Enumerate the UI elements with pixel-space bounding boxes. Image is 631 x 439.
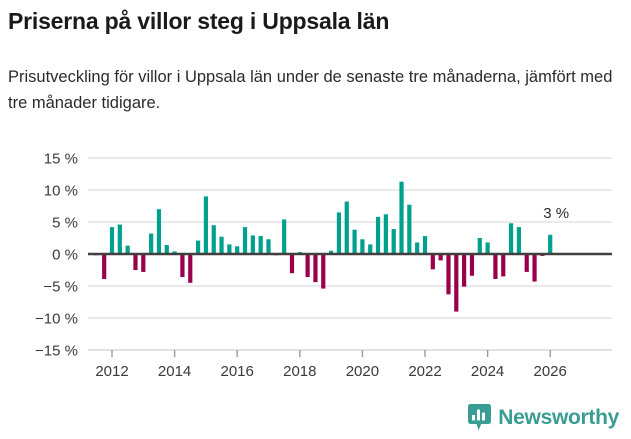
bar	[305, 254, 310, 278]
page-subtitle: Prisutveckling för villor i Uppsala län …	[8, 68, 613, 112]
bar	[422, 236, 428, 254]
x-axis-tick-label: 2026	[534, 363, 567, 380]
y-axis-tick-label: 15 %	[44, 151, 78, 168]
page-title: Priserna på villor steg i Uppsala län	[8, 8, 390, 34]
bar	[289, 254, 295, 274]
bar	[352, 229, 357, 254]
bar-chart-speech-bubble-icon	[468, 404, 492, 431]
bar	[227, 244, 232, 254]
x-axis-tick-label: 2022	[408, 363, 441, 380]
bar	[415, 242, 420, 254]
bar	[117, 224, 122, 254]
bar	[493, 254, 498, 279]
chart-x-axis: 2012 2014 2016 2018 2020 2022 2024 2026	[88, 349, 612, 380]
newsworthy-wordmark: Newsworthy	[498, 405, 619, 429]
bar	[336, 212, 342, 254]
bar	[383, 214, 388, 254]
bar-chart: 15 % 10 % 5 % 0 % −5 % −10 % −15 % 2012 2014 201…	[0, 140, 631, 400]
bar	[180, 254, 185, 278]
chart-last-value-annotation: 3 %	[543, 205, 569, 222]
bar	[501, 254, 506, 277]
last-value-label: 3 %	[543, 205, 569, 222]
x-axis-tick-label: 2014	[158, 363, 191, 380]
bar	[344, 201, 349, 254]
bar	[149, 233, 154, 254]
bar	[141, 254, 146, 272]
bar	[164, 245, 169, 254]
bar	[407, 204, 412, 254]
bar	[446, 254, 451, 295]
chart-y-axis-labels: 15 % 10 % 5 % 0 % −5 % −10 % −15 %	[35, 151, 78, 360]
bar	[188, 254, 193, 283]
bar	[203, 196, 208, 254]
bar	[321, 254, 326, 289]
bar	[219, 236, 224, 254]
x-axis-tick-label: 2016	[221, 363, 254, 380]
chart-svg: 15 %10 %5 %0 %−5 %−10 %−15 % 2012 2014 201…	[35, 151, 612, 380]
bar	[156, 209, 162, 254]
x-axis-tick-label: 2020	[346, 363, 379, 380]
bar	[430, 254, 435, 270]
newsworthy-logo: Newsworthy	[468, 404, 619, 431]
y-axis-tick-label: −5 %	[43, 279, 78, 296]
bar	[250, 235, 255, 254]
bar	[399, 181, 404, 254]
bar	[391, 229, 396, 254]
bar	[313, 254, 318, 283]
bar	[375, 216, 381, 254]
bar	[133, 254, 138, 270]
x-axis-tick-label: 2018	[283, 363, 316, 380]
y-axis-tick-label: 0 %	[52, 247, 78, 264]
chart-bars	[94, 181, 553, 312]
bar	[508, 223, 514, 254]
bar	[195, 240, 201, 254]
bar	[469, 254, 475, 276]
y-axis-tick-label: 10 %	[44, 183, 78, 200]
bar	[532, 254, 537, 282]
x-axis-tick-label: 2024	[471, 363, 504, 380]
bar	[102, 254, 107, 279]
bar	[454, 254, 459, 312]
x-axis-tick-label: 2012	[95, 363, 128, 380]
bar	[462, 254, 467, 287]
bar	[548, 234, 553, 254]
bar	[524, 254, 529, 272]
bar	[109, 227, 115, 254]
bar	[477, 238, 482, 254]
bar	[235, 246, 240, 254]
bar	[282, 219, 287, 254]
bar	[438, 254, 443, 261]
bar	[258, 236, 263, 254]
y-axis-tick-label: 5 %	[52, 215, 78, 232]
bar	[125, 245, 130, 254]
bar	[516, 227, 521, 254]
bar	[329, 250, 334, 254]
y-axis-tick-label: −10 %	[35, 311, 78, 328]
y-axis-tick-label: −15 %	[35, 343, 78, 360]
bar	[242, 227, 248, 254]
bar	[485, 242, 490, 254]
bar	[360, 239, 365, 254]
bar	[368, 244, 373, 254]
bar	[211, 225, 216, 254]
bar	[266, 239, 271, 254]
